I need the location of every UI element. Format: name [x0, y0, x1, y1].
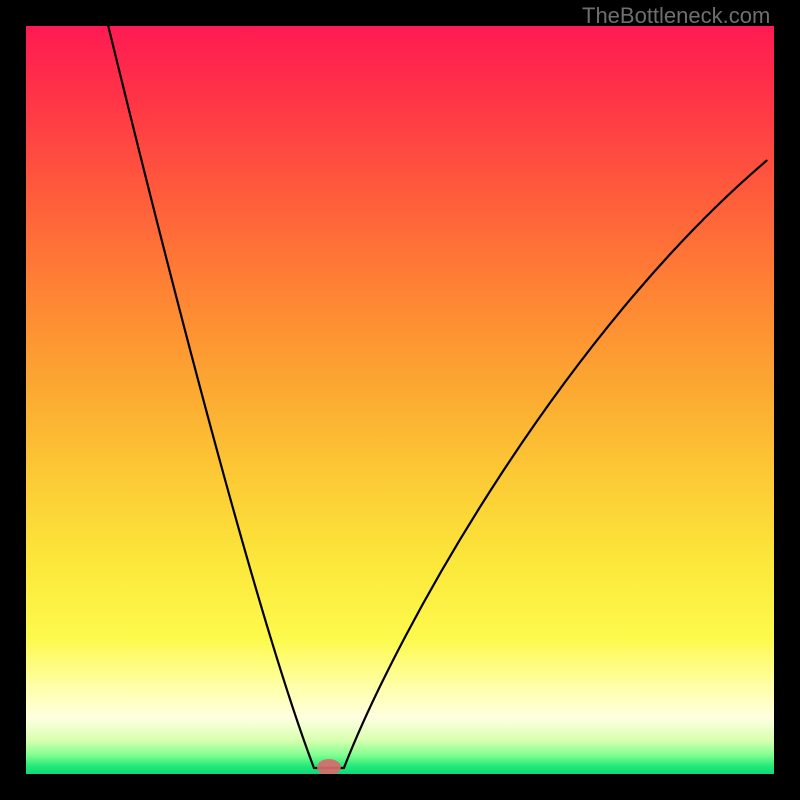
plot-area: [26, 26, 774, 774]
watermark-text: TheBottleneck.com: [582, 3, 770, 29]
gradient-background: [26, 26, 774, 774]
chart-svg: [26, 26, 774, 774]
